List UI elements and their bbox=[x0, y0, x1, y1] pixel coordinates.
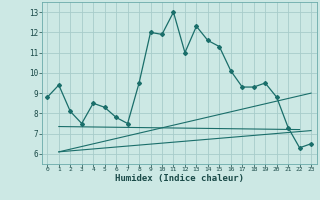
X-axis label: Humidex (Indice chaleur): Humidex (Indice chaleur) bbox=[115, 174, 244, 183]
